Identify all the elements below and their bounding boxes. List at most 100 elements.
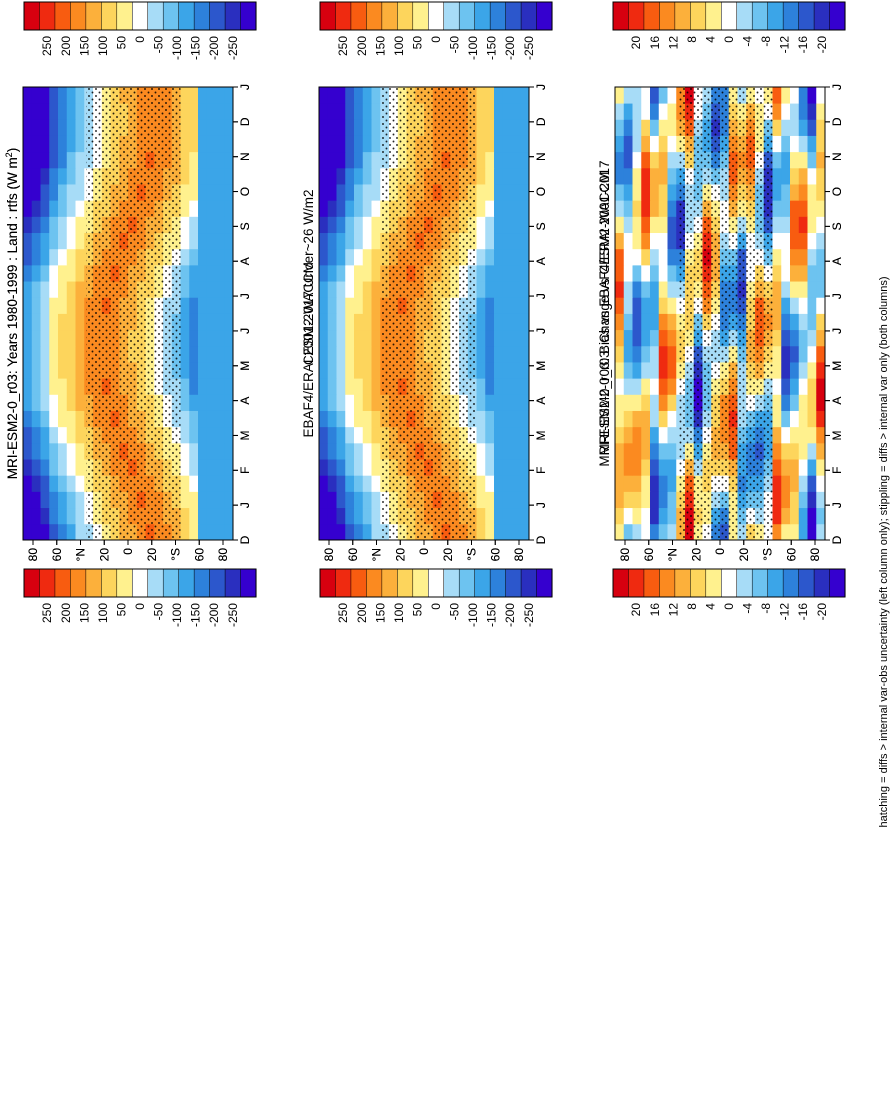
heatmap-cell bbox=[641, 329, 651, 347]
heatmap-cell bbox=[650, 248, 660, 266]
heatmap-cell bbox=[75, 103, 85, 120]
heatmap-cell bbox=[371, 232, 381, 250]
heatmap-cell bbox=[371, 216, 381, 234]
heatmap-cell bbox=[615, 297, 625, 314]
y-tick-label: °N bbox=[370, 548, 384, 561]
heatmap-cell bbox=[198, 281, 208, 298]
heatmap-cell bbox=[632, 378, 642, 395]
heatmap-cell bbox=[807, 216, 817, 234]
y-tick-label: 20 bbox=[97, 548, 111, 562]
colorbar-frame bbox=[23, 568, 257, 598]
y-tick-label: °S bbox=[465, 548, 479, 561]
heatmap-cell bbox=[362, 87, 372, 104]
colorbar-swatch bbox=[536, 1, 553, 31]
heatmap-cell bbox=[632, 232, 642, 250]
heatmap-cell bbox=[206, 184, 216, 201]
colorbar-swatch bbox=[798, 1, 815, 31]
x-tick-label: O bbox=[534, 187, 548, 196]
heatmap-cell bbox=[206, 507, 216, 525]
heatmap-cell bbox=[40, 459, 50, 476]
colorbar-swatch bbox=[767, 568, 784, 598]
heatmap-cell bbox=[494, 248, 504, 266]
heatmap-cell bbox=[23, 216, 33, 234]
heatmap-cell bbox=[206, 281, 216, 298]
heatmap-cell bbox=[58, 135, 68, 153]
x-tick-label: D bbox=[830, 535, 844, 544]
x-tick-label: J bbox=[830, 84, 844, 90]
heatmap-cell bbox=[511, 442, 521, 460]
heatmap-cell bbox=[615, 507, 625, 525]
heatmap-cell bbox=[66, 523, 76, 541]
heatmap-cell bbox=[520, 329, 530, 347]
heatmap-cell bbox=[641, 151, 651, 169]
heatmap-cell bbox=[206, 426, 216, 444]
heatmap-cell bbox=[31, 426, 41, 444]
heatmap-cell bbox=[354, 151, 364, 169]
colorbar-swatch bbox=[101, 1, 118, 31]
heatmap-cell bbox=[807, 345, 817, 363]
colorbar-label: -200 bbox=[207, 36, 221, 60]
heatmap-cell bbox=[58, 216, 68, 234]
heatmap-cell bbox=[40, 167, 50, 185]
colorbar-swatch bbox=[366, 568, 383, 598]
heatmap-cell bbox=[224, 232, 234, 250]
colorbar-label: -20 bbox=[815, 36, 829, 54]
heatmap-cell bbox=[198, 103, 208, 120]
heatmap-cell bbox=[615, 523, 625, 541]
heatmap-cell bbox=[23, 87, 33, 104]
heatmap-cell bbox=[362, 248, 372, 266]
heatmap-cell bbox=[224, 459, 234, 476]
heatmap-cell bbox=[798, 362, 808, 379]
heatmap-cell bbox=[658, 491, 668, 509]
heatmap-cell bbox=[354, 297, 364, 314]
heatmap-cell bbox=[224, 200, 234, 217]
heatmap-cell bbox=[667, 248, 677, 266]
heatmap-cell bbox=[641, 475, 651, 492]
heatmap-cell bbox=[23, 313, 33, 331]
x-tick-label: S bbox=[534, 222, 548, 230]
heatmap-cell bbox=[807, 459, 817, 476]
colorbar-label: -250 bbox=[226, 36, 240, 60]
heatmap-cell bbox=[520, 103, 530, 120]
heatmap-cell bbox=[623, 426, 633, 444]
heatmap-cell bbox=[520, 523, 530, 541]
heatmap-cell bbox=[623, 442, 633, 460]
heatmap-cell bbox=[476, 264, 486, 282]
heatmap-cell bbox=[40, 394, 50, 411]
colorbar-label: 0 bbox=[133, 36, 147, 43]
heatmap-cell bbox=[75, 475, 85, 492]
heatmap-cell bbox=[807, 410, 817, 428]
heatmap-cell bbox=[66, 394, 76, 411]
heatmap-cell bbox=[319, 507, 329, 525]
heatmap-cell bbox=[354, 345, 364, 363]
heatmap-cell bbox=[224, 184, 234, 201]
heatmap-cell bbox=[807, 264, 817, 282]
heatmap-cell bbox=[31, 248, 41, 266]
heatmap-cell bbox=[224, 151, 234, 169]
colorbar-swatch bbox=[23, 1, 41, 31]
heatmap-cell bbox=[40, 523, 50, 541]
heatmap-cell bbox=[650, 151, 660, 169]
heatmap-cell bbox=[336, 248, 346, 266]
heatmap-cell bbox=[40, 135, 50, 153]
heatmap-cell bbox=[189, 394, 199, 411]
x-tick-label: N bbox=[534, 152, 548, 161]
heatmap-cell bbox=[772, 345, 782, 363]
heatmap-cell bbox=[40, 151, 50, 169]
heatmap-cell bbox=[66, 442, 76, 460]
heatmap-cell bbox=[362, 378, 372, 395]
heatmap-cell bbox=[336, 459, 346, 476]
colorbar-swatch bbox=[443, 568, 460, 598]
heatmap-cell bbox=[502, 313, 512, 331]
heatmap-cell bbox=[632, 426, 642, 444]
heatmap-cell bbox=[790, 459, 800, 476]
heatmap-cell bbox=[494, 507, 504, 525]
heatmap-cell bbox=[327, 491, 337, 509]
heatmap-cell bbox=[345, 426, 355, 444]
heatmap-cell bbox=[371, 184, 381, 201]
heatmap-cell bbox=[798, 87, 808, 104]
heatmap-cell bbox=[476, 103, 486, 120]
heatmap-cell bbox=[319, 378, 329, 395]
heatmap-cell bbox=[362, 523, 372, 541]
heatmap-cell bbox=[49, 313, 59, 331]
